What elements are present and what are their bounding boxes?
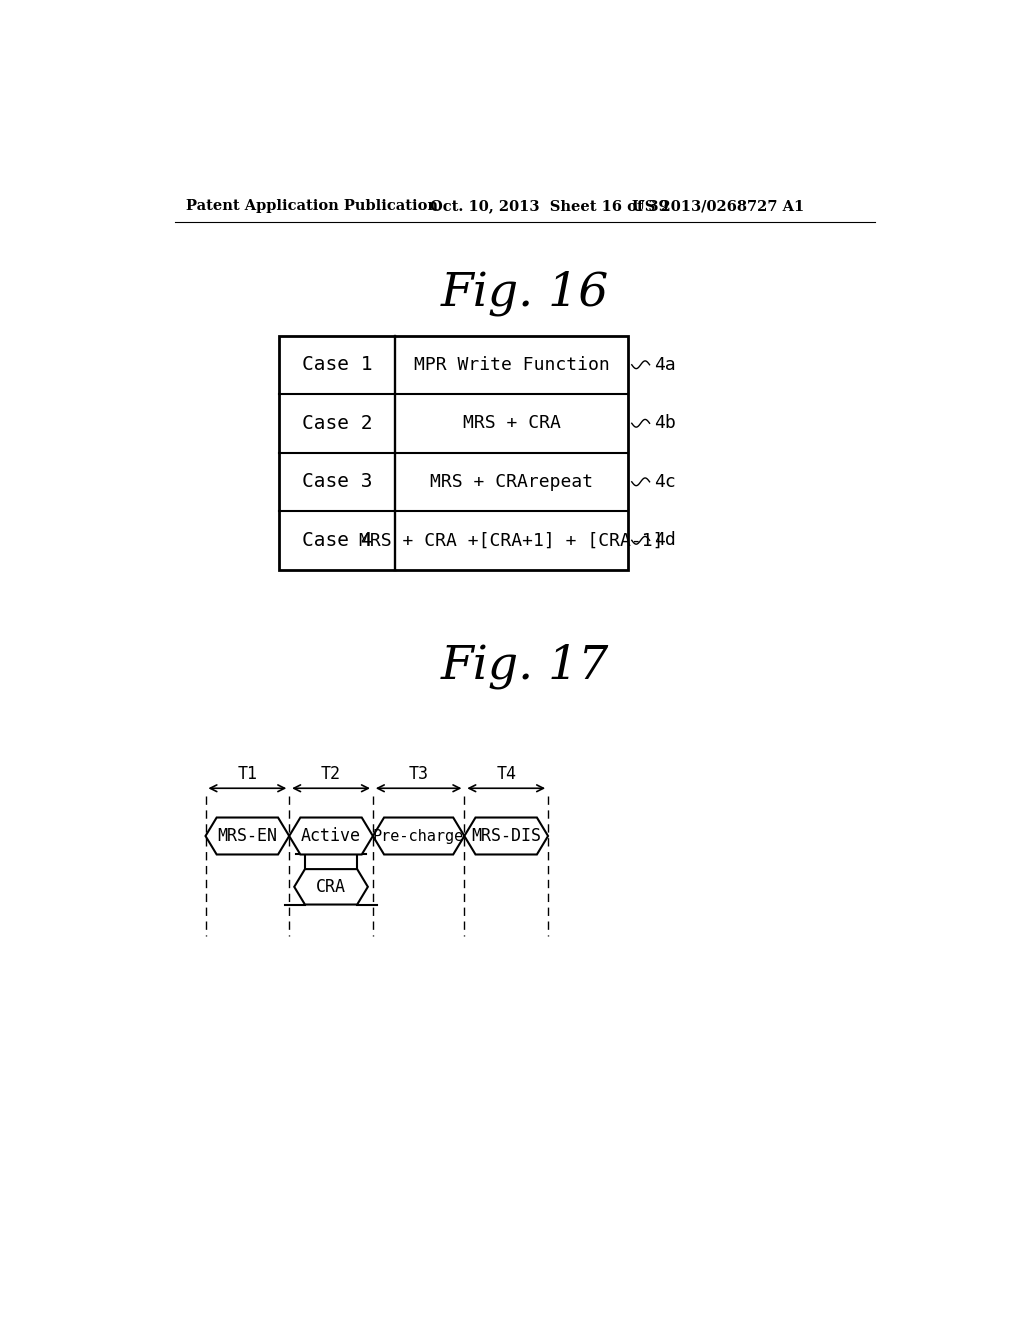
Polygon shape [373,817,464,854]
Text: 4b: 4b [654,414,676,432]
Text: Case 4: Case 4 [302,531,373,550]
Text: MPR Write Function: MPR Write Function [414,356,609,374]
Text: MRS-EN: MRS-EN [217,828,278,845]
Bar [280,335,628,570]
Text: Patent Application Publication: Patent Application Publication [186,199,438,213]
Text: Case 2: Case 2 [302,413,373,433]
Text: 4a: 4a [654,356,676,374]
Text: US 2013/0268727 A1: US 2013/0268727 A1 [632,199,804,213]
Text: T1: T1 [238,766,257,783]
Text: T2: T2 [322,766,341,783]
Text: Case 3: Case 3 [302,473,373,491]
Text: Case 1: Case 1 [302,355,373,375]
Text: MRS-DIS: MRS-DIS [471,828,542,845]
Text: Fig. 17: Fig. 17 [440,644,609,689]
Polygon shape [289,817,373,854]
Polygon shape [294,869,368,904]
Text: 4c: 4c [654,473,676,491]
Text: Active: Active [301,828,361,845]
Text: T3: T3 [409,766,429,783]
Polygon shape [206,817,289,854]
Text: CRA: CRA [316,878,346,896]
Text: Oct. 10, 2013  Sheet 16 of 39: Oct. 10, 2013 Sheet 16 of 39 [430,199,669,213]
Polygon shape [464,817,548,854]
Text: T4: T4 [497,766,516,783]
Text: Fig. 16: Fig. 16 [440,271,609,315]
Text: MRS + CRArepeat: MRS + CRArepeat [430,473,593,491]
Text: MRS + CRA: MRS + CRA [463,414,560,432]
Text: MRS + CRA +[CRA+1] + [CRA-1]: MRS + CRA +[CRA+1] + [CRA-1] [359,532,664,549]
Text: Pre-charge: Pre-charge [373,829,464,843]
Text: 4d: 4d [654,532,676,549]
